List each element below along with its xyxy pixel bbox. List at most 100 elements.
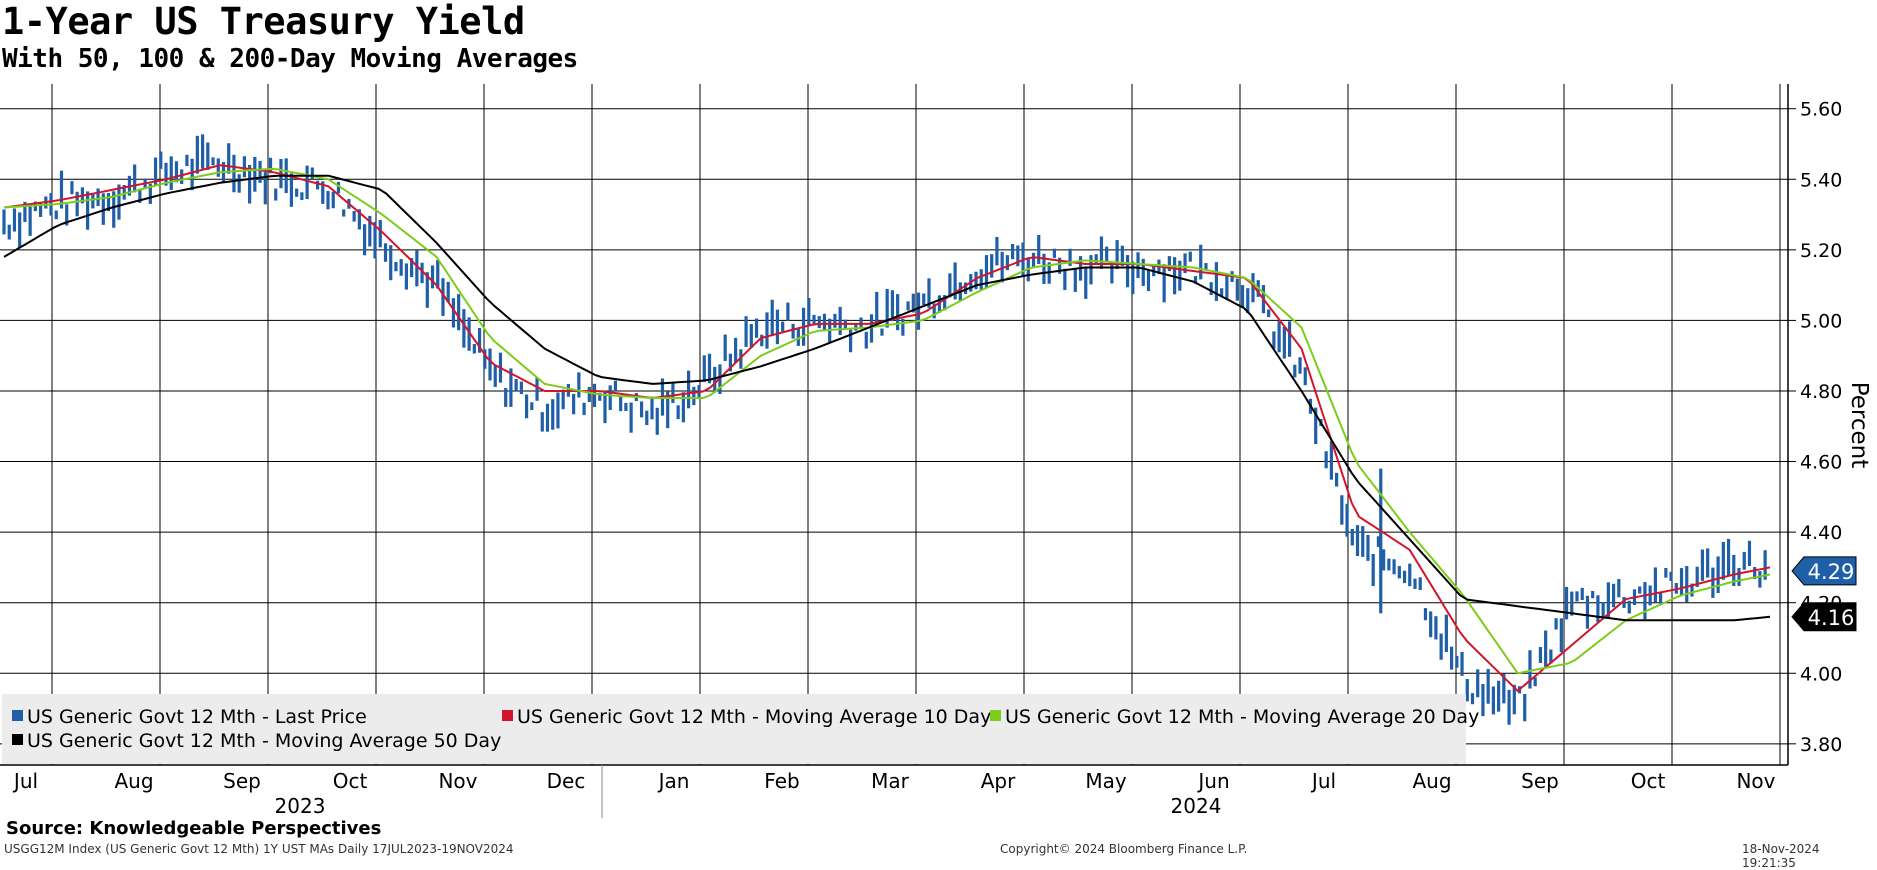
x-tick-label: May (1085, 769, 1127, 793)
price-bar (1429, 611, 1433, 638)
price-bar (760, 334, 764, 347)
price-bar (1052, 248, 1057, 258)
price-bar (896, 294, 900, 331)
ma-line-20 (3, 167, 1771, 675)
price-bar (18, 212, 22, 248)
price-bar (974, 271, 978, 290)
price-bar (1068, 248, 1072, 266)
price-bar (1094, 254, 1098, 264)
price-bar (519, 381, 523, 395)
price-bar (817, 316, 821, 329)
price-bar (749, 324, 753, 348)
price-bar (1491, 686, 1495, 715)
y-axis-title: Percent (1846, 382, 1872, 469)
price-bar (23, 201, 27, 223)
price-bar (676, 405, 680, 420)
price-bar (859, 317, 863, 328)
price-bar (650, 396, 654, 420)
price-bar (258, 160, 262, 183)
price-bar (603, 392, 607, 424)
legend-swatch-ma20 (990, 710, 1001, 721)
price-bar (1497, 680, 1501, 712)
price-bar (901, 318, 905, 336)
price-bar (1559, 618, 1563, 653)
price-bar (117, 184, 121, 220)
price-bar (310, 167, 314, 180)
price-bar (572, 393, 576, 415)
price-bar (200, 134, 205, 169)
price-bar (1711, 567, 1715, 598)
price-bar (723, 334, 727, 361)
price-bar (1418, 577, 1422, 591)
price-bar (1554, 618, 1558, 630)
price-bar (232, 154, 236, 193)
price-bar (336, 181, 341, 194)
price-bar (619, 396, 623, 412)
price-bar (1423, 608, 1428, 621)
price-bar (561, 389, 565, 410)
price-bar (211, 157, 215, 166)
price-bar (1570, 591, 1574, 616)
price-bar (138, 188, 142, 203)
price-bar (937, 295, 942, 313)
price-bar (1199, 244, 1203, 280)
price-bar (1528, 650, 1532, 689)
price-bar (1538, 647, 1543, 663)
price-bar (1345, 503, 1349, 537)
plot-area (0, 84, 1788, 765)
price-bar (493, 365, 497, 387)
price-bar (1648, 585, 1652, 606)
price-bar (477, 328, 482, 353)
price-bar (1402, 570, 1407, 584)
y-tick-label: 4.00 (1800, 663, 1842, 685)
price-bar (540, 412, 544, 432)
price-bar (948, 273, 952, 298)
legend-label-ma50: US Generic Govt 12 Mth - Moving Average … (27, 730, 502, 752)
price-bar (1193, 276, 1198, 284)
price-bar (1721, 541, 1725, 580)
price-bar (1073, 269, 1077, 292)
price-bar (1617, 579, 1621, 598)
price-bar (1502, 673, 1506, 704)
price-bar (389, 245, 393, 281)
price-bar (1335, 472, 1339, 487)
price-bar (686, 370, 691, 409)
x-tick-label: Sep (1521, 769, 1559, 793)
price-bar (1162, 264, 1166, 303)
price-bar (1005, 255, 1009, 271)
price-bar (1209, 282, 1213, 296)
price-bar (739, 349, 743, 369)
price-bar (430, 265, 435, 289)
price-bar (1408, 563, 1412, 587)
price-bar (195, 135, 199, 174)
price-bar (1695, 566, 1699, 587)
price-bar (1361, 526, 1365, 557)
price-bar (885, 288, 889, 328)
price-bar (1287, 321, 1292, 357)
price-bar (1214, 262, 1219, 301)
price-bar (744, 316, 748, 347)
price-bar (702, 355, 706, 383)
price-bar (645, 410, 649, 426)
price-bar (1011, 244, 1015, 260)
price-bar (1016, 245, 1020, 267)
x-tick-label: Aug (1412, 769, 1451, 793)
price-bar (1685, 566, 1689, 603)
price-bar (556, 392, 560, 429)
price-bar (321, 181, 325, 204)
price-bar (451, 298, 456, 328)
price-bar (880, 328, 884, 336)
y-tick-label: 4.60 (1800, 452, 1842, 474)
price-bar (415, 250, 419, 287)
price-bar (1564, 586, 1569, 620)
price-bar (822, 313, 827, 331)
price-bar (242, 156, 246, 178)
price-bar (1643, 582, 1647, 620)
price-bar (692, 386, 696, 406)
price-bar (227, 143, 231, 174)
price-bar (681, 392, 685, 423)
price-bar (916, 292, 921, 330)
price-bar (1251, 273, 1255, 303)
price-bar (1188, 251, 1192, 262)
price-bar (995, 236, 999, 266)
